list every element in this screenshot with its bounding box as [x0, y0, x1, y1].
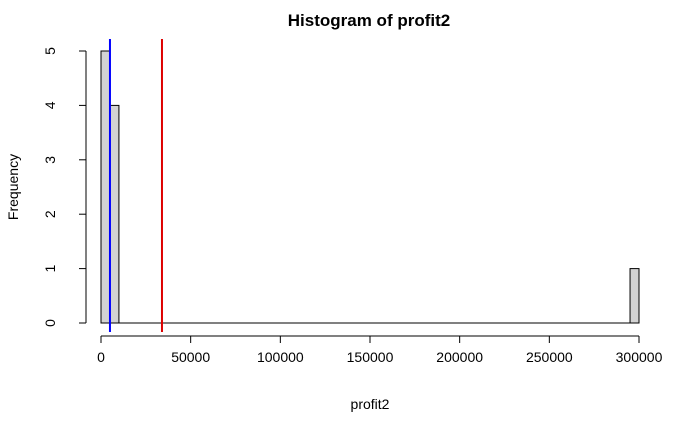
x-tick-label-2: 100000: [257, 349, 304, 365]
y-tick-label-4: 4: [42, 101, 58, 109]
y-tick-label-0: 0: [42, 319, 58, 327]
x-axis: 0 50000 100000 150000 200000 250000 300000: [97, 335, 663, 365]
histogram-bars: [100, 50, 640, 324]
chart-title: Histogram of profit2: [288, 11, 450, 30]
y-tick-label-3: 3: [42, 156, 58, 164]
y-tick-label-2: 2: [42, 210, 58, 218]
y-tick-label-5: 5: [42, 47, 58, 55]
y-axis: 0 1 2 3 4 5: [42, 47, 87, 327]
y-tick-label-1: 1: [42, 264, 58, 272]
y-axis-label: Frequency: [5, 154, 21, 220]
histogram-bar-2: [629, 268, 640, 324]
reference-lines: [108, 39, 163, 332]
x-tick-label-6: 300000: [616, 349, 663, 365]
x-tick-label-5: 250000: [526, 349, 573, 365]
x-tick-label-0: 0: [97, 349, 105, 365]
histogram-bar-0: [100, 50, 111, 324]
x-tick-label-4: 200000: [436, 349, 483, 365]
x-tick-label-1: 50000: [171, 349, 210, 365]
x-axis-label: profit2: [351, 396, 390, 412]
x-tick-label-3: 150000: [347, 349, 394, 365]
histogram-bar-1: [109, 104, 120, 324]
